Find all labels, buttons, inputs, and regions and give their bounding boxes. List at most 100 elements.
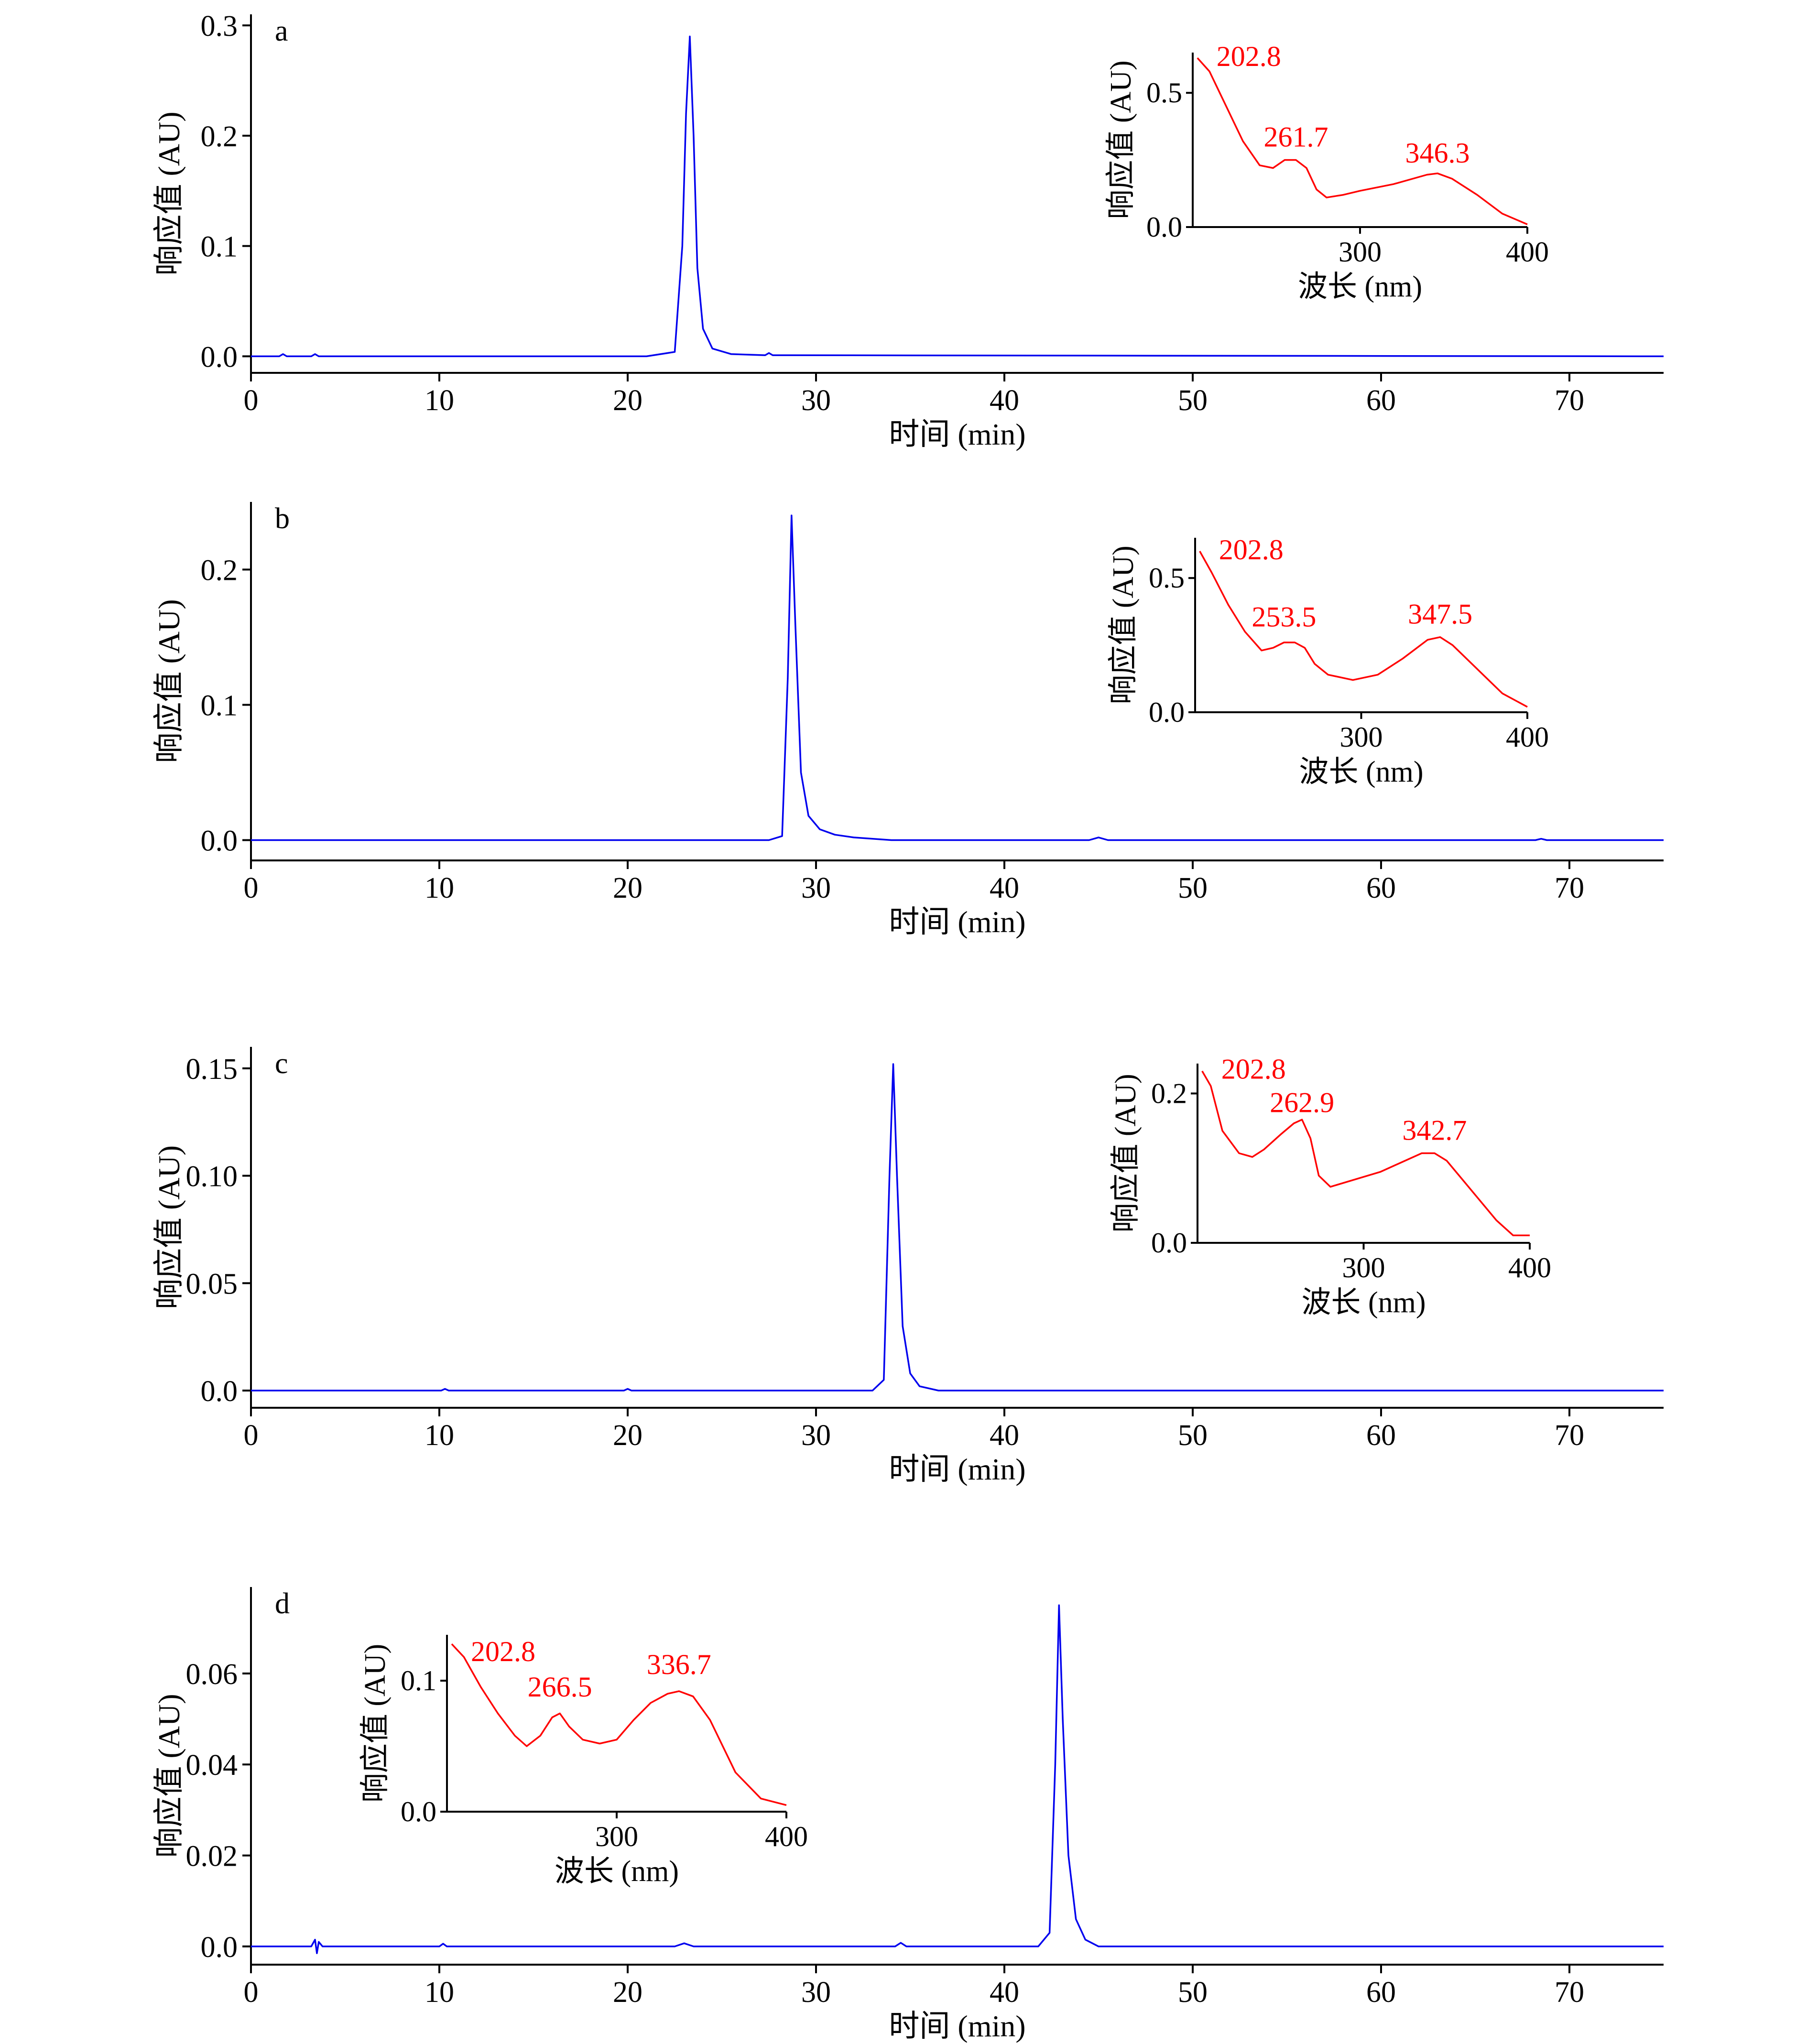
uv-spectrum-inset-b: 300 400 0.0 0.5 波长 (nm) 响应值 (AU) 202.8 253.5 347… bbox=[1107, 534, 1549, 788]
y-tick-label: 0.2 bbox=[201, 554, 238, 587]
x-tick-label: 50 bbox=[1178, 1419, 1208, 1452]
inset-y-axis-title: 响应值 (AU) bbox=[359, 1644, 392, 1803]
y-tick-label: 0.3 bbox=[201, 10, 238, 43]
inset-x-tick-label: 300 bbox=[1340, 721, 1383, 753]
x-tick-label: 0 bbox=[244, 1419, 259, 1452]
inset-y-axis-title: 响应值 (AU) bbox=[1110, 1074, 1142, 1232]
y-tick-label: 0.0 bbox=[201, 825, 238, 858]
y-tick-label: 0.04 bbox=[186, 1749, 238, 1782]
x-tick-label: 30 bbox=[801, 1976, 831, 2009]
x-tick-label: 40 bbox=[990, 1976, 1019, 2009]
uv-spectrum-trace bbox=[451, 1643, 787, 1806]
x-tick-label: 20 bbox=[613, 1419, 642, 1452]
x-tick-label: 60 bbox=[1366, 1419, 1396, 1452]
peak-wavelength-label: 346.3 bbox=[1405, 137, 1470, 169]
x-tick-label: 10 bbox=[425, 872, 454, 904]
chromatogram-panel-d: 0 10 20 30 40 50 60 70 0.0 0.02 0.04 0.06 时间 (min) 响应… bbox=[152, 1587, 1664, 2043]
chromatogram-panel-a: 0 10 20 30 40 50 60 70 0.0 0.1 0.2 0.3 时间 (min) 响应值 (… bbox=[152, 10, 1664, 451]
inset-x-axis-title: 波长 (nm) bbox=[1301, 1286, 1426, 1319]
x-tick-label: 50 bbox=[1178, 1976, 1208, 2009]
x-tick-label: 70 bbox=[1555, 872, 1584, 904]
inset-x-axis-title: 波长 (nm) bbox=[555, 1855, 679, 1888]
inset-x-axis-title: 波长 (nm) bbox=[1299, 756, 1423, 788]
chromatogram-panel-b: 0 10 20 30 40 50 60 70 0.0 0.1 0.2 时间 (min) 响应值 (AU)… bbox=[152, 502, 1664, 939]
y-axis-title: 响应值 (AU) bbox=[152, 111, 186, 275]
y-axis-title: 响应值 (AU) bbox=[152, 599, 186, 763]
peak-wavelength-label: 253.5 bbox=[1252, 601, 1316, 632]
inset-y-tick-label: 0.5 bbox=[1146, 77, 1182, 109]
inset-y-axis-title: 响应值 (AU) bbox=[1107, 545, 1140, 704]
y-tick-label: 0.0 bbox=[201, 1931, 238, 1964]
inset-y-tick-label: 0.5 bbox=[1149, 562, 1185, 594]
x-tick-label: 30 bbox=[801, 872, 831, 904]
y-tick-label: 0.06 bbox=[186, 1658, 238, 1691]
chromatogram-trace-d bbox=[251, 1604, 1664, 1954]
x-tick-label: 50 bbox=[1178, 384, 1208, 417]
x-tick-label: 20 bbox=[613, 872, 642, 904]
y-tick-label: 0.02 bbox=[186, 1840, 238, 1873]
x-tick-label: 10 bbox=[425, 1419, 454, 1452]
inset-y-tick-label: 0.0 bbox=[1146, 211, 1182, 243]
chromatogram-trace-b bbox=[251, 514, 1664, 841]
x-axis-title: 时间 (min) bbox=[889, 2009, 1025, 2043]
x-tick-label: 0 bbox=[244, 872, 259, 904]
uv-spectrum-inset-a: 300 400 0.0 0.5 波长 (nm) 响应值 (AU) 202.8 261.7 346… bbox=[1105, 41, 1549, 303]
inset-x-tick-label: 300 bbox=[595, 1821, 638, 1852]
x-tick-label: 40 bbox=[990, 1419, 1019, 1452]
inset-x-tick-label: 400 bbox=[1506, 236, 1549, 268]
y-tick-label: 0.15 bbox=[186, 1053, 238, 1086]
y-tick-label: 0.05 bbox=[186, 1268, 238, 1300]
inset-y-tick-label: 0.1 bbox=[401, 1665, 436, 1696]
peak-wavelength-label: 202.8 bbox=[1219, 534, 1284, 565]
y-tick-label: 0.1 bbox=[201, 231, 238, 263]
panel-label: b bbox=[275, 502, 290, 535]
chromatogram-trace-c bbox=[251, 1063, 1664, 1392]
y-tick-label: 0.0 bbox=[201, 341, 238, 373]
x-tick-label: 10 bbox=[425, 1976, 454, 2009]
peak-wavelength-label: 262.9 bbox=[1270, 1087, 1334, 1119]
x-tick-label: 70 bbox=[1555, 1419, 1584, 1452]
x-tick-label: 20 bbox=[613, 384, 642, 417]
x-tick-label: 70 bbox=[1555, 1976, 1584, 2009]
peak-wavelength-label: 261.7 bbox=[1263, 121, 1328, 153]
x-tick-label: 0 bbox=[244, 384, 259, 417]
x-tick-label: 50 bbox=[1178, 872, 1208, 904]
peak-wavelength-label: 202.8 bbox=[1217, 41, 1281, 72]
peak-wavelength-label: 202.8 bbox=[471, 1636, 535, 1667]
inset-x-tick-label: 400 bbox=[765, 1821, 808, 1852]
inset-x-tick-label: 400 bbox=[1506, 721, 1549, 753]
x-tick-label: 20 bbox=[613, 1976, 642, 2009]
x-tick-label: 0 bbox=[244, 1976, 259, 2009]
panel-label: a bbox=[275, 15, 288, 47]
inset-x-tick-label: 300 bbox=[1342, 1252, 1385, 1283]
inset-x-tick-label: 400 bbox=[1508, 1252, 1551, 1283]
chromatogram-panel-c: 0 10 20 30 40 50 60 70 0.0 0.05 0.10 0.15 时间 (min) 响应… bbox=[152, 1047, 1664, 1486]
x-axis-title: 时间 (min) bbox=[889, 905, 1025, 939]
inset-y-axis-title: 响应值 (AU) bbox=[1105, 60, 1137, 219]
y-tick-label: 0.10 bbox=[186, 1161, 238, 1193]
y-tick-label: 0.0 bbox=[201, 1375, 238, 1408]
panel-label: c bbox=[275, 1047, 288, 1080]
chromatogram-trace-a bbox=[251, 35, 1664, 358]
peak-wavelength-label: 266.5 bbox=[528, 1671, 592, 1703]
x-tick-label: 30 bbox=[801, 1419, 831, 1452]
y-tick-label: 0.1 bbox=[201, 690, 238, 722]
y-axis-title: 响应值 (AU) bbox=[152, 1694, 186, 1858]
x-tick-label: 40 bbox=[990, 872, 1019, 904]
panel-label: d bbox=[275, 1587, 290, 1620]
x-axis-title: 时间 (min) bbox=[889, 1452, 1025, 1486]
uv-spectrum-inset-d: 300 400 0.0 0.1 波长 (nm) 响应值 (AU) 202.8 266.5 336… bbox=[359, 1635, 808, 1888]
inset-y-tick-label: 0.0 bbox=[1151, 1227, 1187, 1259]
x-tick-label: 30 bbox=[801, 384, 831, 417]
y-axis-title: 响应值 (AU) bbox=[152, 1145, 186, 1309]
peak-wavelength-label: 342.7 bbox=[1402, 1114, 1467, 1146]
x-tick-label: 60 bbox=[1366, 384, 1396, 417]
inset-y-tick-label: 0.0 bbox=[1149, 696, 1185, 728]
x-tick-label: 70 bbox=[1555, 384, 1584, 417]
peak-wavelength-label: 347.5 bbox=[1408, 598, 1472, 630]
peak-wavelength-label: 336.7 bbox=[647, 1649, 711, 1680]
inset-x-axis-title: 波长 (nm) bbox=[1298, 271, 1422, 303]
uv-spectrum-trace bbox=[1201, 1070, 1530, 1237]
